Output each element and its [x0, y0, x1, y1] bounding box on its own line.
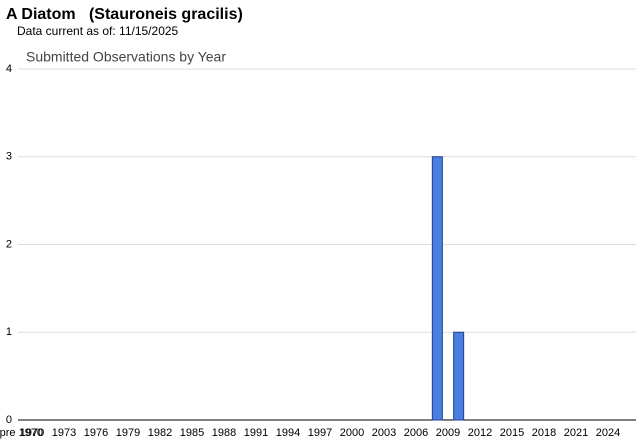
page-title: A Diatom (Stauroneis gracilis)	[6, 6, 243, 23]
x-tick-label: 2015	[500, 427, 524, 439]
x-tick-label: 1988	[212, 427, 236, 439]
bar	[431, 156, 443, 421]
page-subtitle: Data current as of: 11/15/2025	[17, 24, 179, 38]
x-tick-label: 2018	[532, 427, 556, 439]
x-tick-label: 2024	[596, 427, 620, 439]
x-tick-label: 1976	[84, 427, 108, 439]
y-tick-label: 3	[6, 151, 12, 163]
x-tick-label: 1973	[52, 427, 76, 439]
x-tick-label: 2009	[436, 427, 460, 439]
bar	[453, 331, 465, 421]
x-tick-label: 1979	[116, 427, 140, 439]
x-tick-label: 1985	[180, 427, 204, 439]
x-tick-label: 1997	[308, 427, 332, 439]
x-tick-label: pre 1970	[0, 427, 43, 439]
y-tick-label: 4	[6, 63, 12, 75]
y-tick-label: 1	[6, 326, 12, 338]
chart-title: Submitted Observations by Year	[26, 49, 226, 65]
x-tick-label: 2006	[404, 427, 428, 439]
y-tick-label: 0	[6, 414, 12, 426]
x-tick-label: 1982	[148, 427, 172, 439]
x-tick-label: 2003	[372, 427, 396, 439]
x-tick-label: 1970	[20, 427, 44, 439]
x-tick-label: 2012	[468, 427, 492, 439]
x-tick-label: 1994	[276, 427, 300, 439]
x-tick-label: 2000	[340, 427, 364, 439]
x-tick-label: 1991	[244, 427, 268, 439]
x-tick-label: 2021	[564, 427, 588, 439]
y-tick-label: 2	[6, 238, 12, 250]
